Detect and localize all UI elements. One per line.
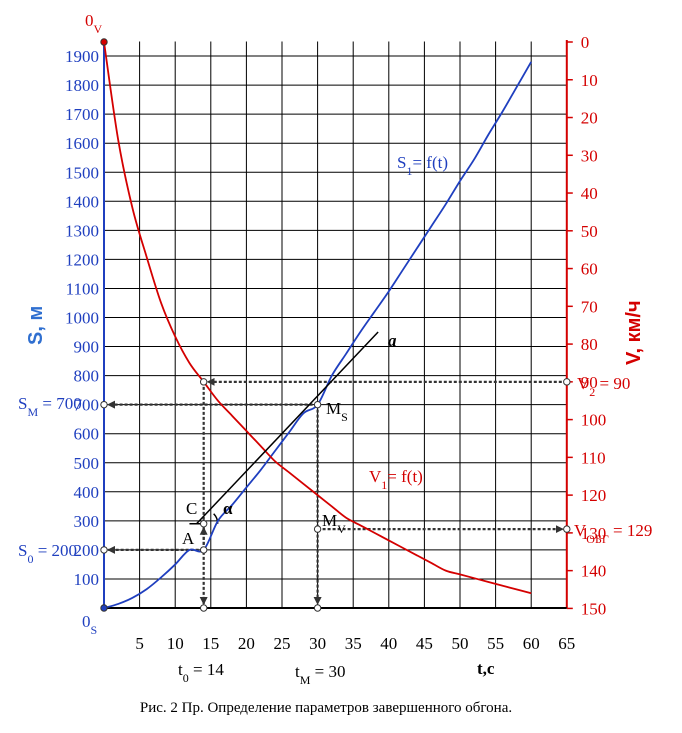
point-ms <box>313 400 322 409</box>
series-label-s: S1= f(t) <box>397 153 448 178</box>
y-left-tick-label: 300 <box>74 512 100 531</box>
y-right-tick-label: 150 <box>581 599 607 618</box>
point-c <box>199 520 208 528</box>
tm-label: tM = 30 <box>295 662 346 687</box>
point-a <box>199 546 208 554</box>
label-o-v: 0V <box>85 11 103 36</box>
x-tick-label: 15 <box>202 634 219 653</box>
point-origin-v <box>100 38 108 46</box>
y-right-tick-label: 70 <box>581 297 598 316</box>
y-left-tick-label: 100 <box>74 570 100 589</box>
t0-label: t0 = 14 <box>178 660 224 685</box>
tangent-label: a <box>388 331 397 350</box>
y-right-tick-label: 130 <box>581 524 607 543</box>
point-ms-label: MS <box>326 399 348 424</box>
y-right-tick-label: 110 <box>581 448 606 467</box>
x-tick-label: 10 <box>167 634 184 653</box>
y-left-tick-label: 800 <box>74 367 100 386</box>
y-left-tick-label: 1800 <box>65 76 99 95</box>
guide-lines <box>107 377 567 605</box>
y-right-tick-label: 120 <box>581 486 607 505</box>
x-tick-label: 50 <box>452 634 469 653</box>
point-sm-axis <box>100 400 108 409</box>
alpha-arc <box>213 513 219 524</box>
y-right-axis-title: V, км/ч <box>623 300 645 365</box>
x-tick-label: 60 <box>523 634 540 653</box>
point-v2-curve <box>199 378 208 386</box>
y-left-tick-label: 1200 <box>65 250 99 269</box>
y-left-tick-label: 500 <box>74 454 100 473</box>
y-right-tick-label: 0 <box>581 33 590 52</box>
axes <box>103 40 573 610</box>
x-axis-title: t,c <box>477 659 495 678</box>
s0-label: S0 = 200 <box>18 541 77 566</box>
x-tick-label: 45 <box>416 634 433 653</box>
x-tick-label: 20 <box>238 634 255 653</box>
alpha-label: α <box>223 499 233 518</box>
point-v2-axis <box>563 378 571 386</box>
point-s0-axis <box>100 546 108 554</box>
y-left-tick-label: 200 <box>74 541 100 560</box>
x-tick-label: 25 <box>274 634 291 653</box>
x-tick-label: 35 <box>345 634 362 653</box>
figure-caption: Рис. 2 Пр. Определение параметров заверш… <box>140 700 512 716</box>
y-left-tick-label: 1600 <box>65 134 99 153</box>
y-right-tick-label: 40 <box>581 184 598 203</box>
point-mv-label: MV <box>322 511 346 536</box>
point-origin-s <box>100 604 108 612</box>
point-vobg-axis <box>563 525 571 533</box>
point-c-label: C <box>186 499 197 518</box>
point-mv <box>313 525 322 533</box>
series-line-v <box>103 41 532 595</box>
x-tick-label: 30 <box>309 634 326 653</box>
y-left-tick-label: 1400 <box>65 192 99 211</box>
y-left-axis-title: S, м <box>25 306 47 345</box>
vobg-label: VОБГ = 129 <box>574 521 652 546</box>
y-left-tick-label: 1100 <box>66 279 99 298</box>
y-left-tick-label: 600 <box>74 425 100 444</box>
y-left-tick-label: 1500 <box>65 163 99 182</box>
point-t0-axis <box>199 604 208 612</box>
x-tick-label: 55 <box>487 634 504 653</box>
y-left-tick-label: 900 <box>74 338 100 357</box>
y-left-tick-label: 400 <box>74 483 100 502</box>
x-tick-label: 40 <box>380 634 397 653</box>
point-a-label: A <box>182 529 195 548</box>
y-left-tick-label: 1900 <box>65 47 99 66</box>
tick-labels: 1002003004005006007008009001000110012001… <box>65 33 606 653</box>
y-right-tick-label: 90 <box>581 373 598 392</box>
label-o-s: 0S <box>82 612 97 637</box>
y-right-tick-label: 80 <box>581 335 598 354</box>
sm-label: SM = 700 <box>18 394 82 419</box>
y-right-tick-label: 100 <box>581 411 607 430</box>
point-tm-axis <box>313 604 322 612</box>
y-right-tick-label: 30 <box>581 146 598 165</box>
series-label-v: V1= f(t) <box>369 467 423 492</box>
y-right-tick-label: 10 <box>581 71 598 90</box>
tangent-line <box>196 331 379 525</box>
markers <box>100 38 571 612</box>
y-right-tick-label: 140 <box>581 562 607 581</box>
y-left-tick-label: 1300 <box>65 221 99 240</box>
y-left-tick-label: 1000 <box>65 309 99 328</box>
y-left-tick-label: 700 <box>74 396 100 415</box>
y-left-tick-label: 1700 <box>65 105 99 124</box>
x-tick-label: 65 <box>558 634 575 653</box>
y-right-tick-label: 20 <box>581 109 598 128</box>
x-tick-label: 5 <box>135 634 144 653</box>
y-right-tick-label: 60 <box>581 260 598 279</box>
y-right-tick-label: 50 <box>581 222 598 241</box>
v2-label: V2 = 90 <box>577 374 630 399</box>
